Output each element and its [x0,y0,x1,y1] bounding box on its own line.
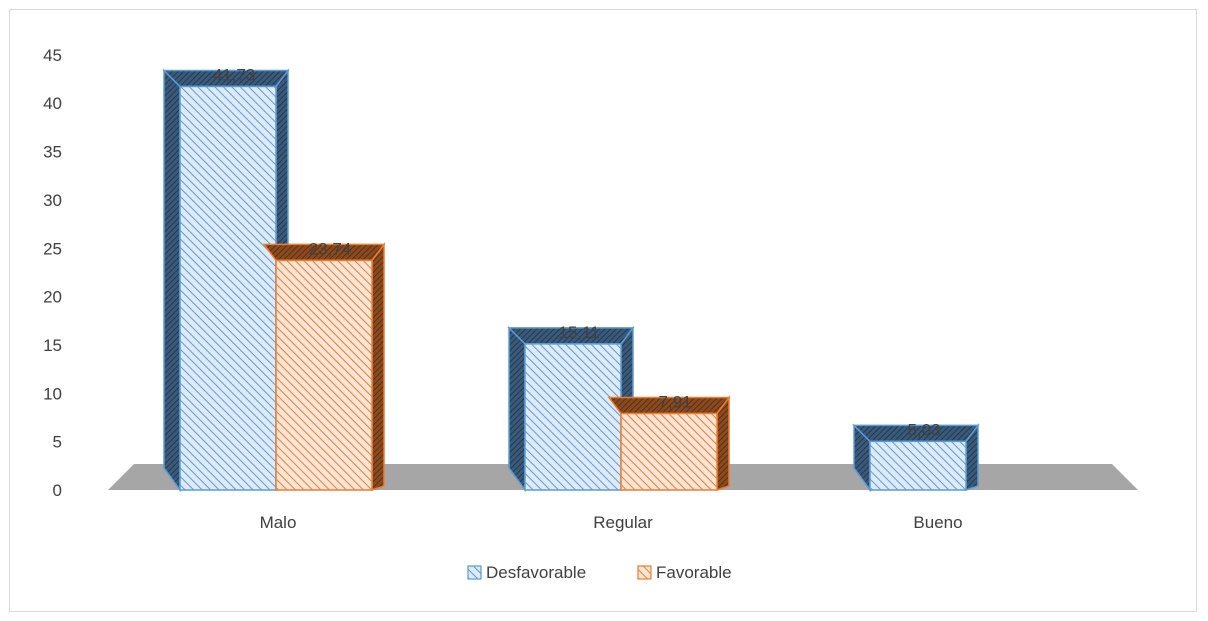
bar [869,440,967,491]
bar-side-face [508,326,526,493]
y-tick-label: 30 [43,191,62,210]
x-category-label: Bueno [913,513,962,532]
bar [179,85,277,491]
data-label: 23,74 [309,239,352,258]
y-tick-label: 25 [43,239,62,258]
y-tick-label: 35 [43,143,62,162]
bar [275,259,373,491]
y-tick-label: 20 [43,288,62,307]
data-label: 15,11 [558,323,599,342]
y-tick-label: 40 [43,94,62,113]
data-label: 41,73 [213,65,256,84]
y-tick-label: 0 [53,481,62,500]
bar-right-face [371,242,385,492]
bar-side-face [163,68,181,493]
data-label: 5,03 [907,420,940,439]
x-category-label: Malo [260,513,297,532]
bar [620,412,718,491]
y-tick-label: 45 [43,46,62,65]
legend-swatch [467,565,482,580]
y-tick-label: 15 [43,336,62,355]
legend-swatch [637,565,652,580]
bar [524,343,622,491]
legend-item: Favorable [637,563,732,582]
y-tick-label: 5 [53,433,62,452]
legend-item: Desfavorable [467,563,586,582]
legend-label: Desfavorable [486,563,586,582]
x-category-label: Regular [593,513,653,532]
data-label: 7,91 [658,393,691,412]
y-tick-label: 10 [43,384,62,403]
legend-label: Favorable [656,563,732,582]
